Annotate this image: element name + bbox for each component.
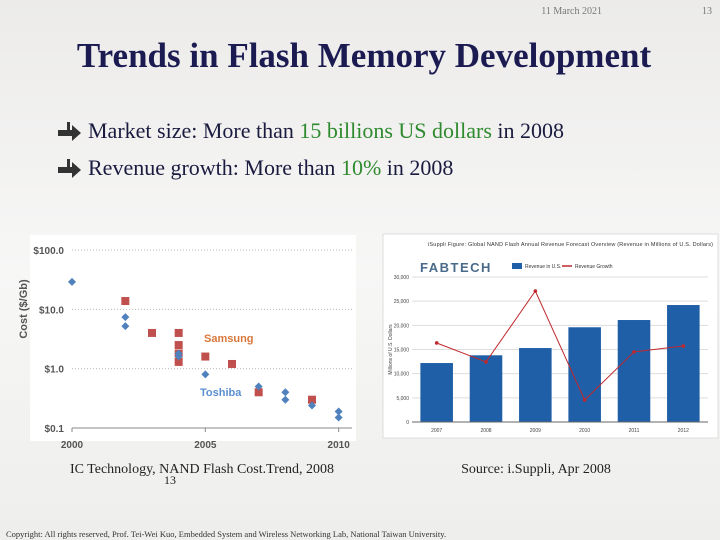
x-tick-label: 2010: [579, 428, 590, 434]
point: [308, 401, 316, 410]
x-tick-label: 2007: [431, 428, 442, 434]
growth-point: [632, 350, 636, 354]
footer: Copyright: All rights reserved, Prof. Te…: [6, 529, 446, 539]
y-tick-label: 0: [406, 420, 409, 426]
legend-swatch: [512, 263, 522, 269]
bullet-icon: [58, 162, 81, 178]
bar: [420, 363, 453, 422]
x-tick-label: 2005: [194, 440, 217, 451]
growth-point: [582, 398, 587, 402]
point: [281, 388, 290, 397]
y-tick-label: 30,000: [394, 275, 410, 281]
point: [254, 382, 263, 391]
x-tick-label: 2011: [629, 428, 640, 434]
bullet-text: Revenue growth: More than 10% in 2008: [88, 155, 453, 180]
figure-title: iSuppli Figure: Global NAND Flash Annual…: [428, 242, 713, 248]
caption-right: Source: i.Suppli, Apr 2008: [461, 462, 611, 477]
logo: FABTECH: [420, 260, 492, 275]
y-axis-label: Cost ($/Gb): [18, 279, 30, 339]
bar: [519, 348, 552, 422]
y-axis-label: Millions of U.S. Dollars: [388, 324, 394, 375]
bullet-segment: 15 billions US dollars: [299, 118, 492, 143]
point: [334, 407, 343, 416]
y-tick-label: 5,000: [396, 396, 409, 402]
bullet-segment: in 2008: [381, 155, 453, 180]
x-tick-label: 2000: [61, 440, 84, 451]
y-tick-label: $0.1: [45, 424, 65, 435]
bullet-list: Market size: More than 15 billions US do…: [58, 118, 564, 180]
series-label: Samsung: [204, 333, 254, 345]
series-label: Toshiba: [200, 387, 242, 399]
bar: [469, 355, 503, 422]
point: [68, 277, 76, 286]
bullet-segment: 10%: [341, 155, 381, 180]
growth-line: [436, 290, 684, 401]
point: [148, 328, 156, 337]
x-tick-label: 2009: [530, 428, 541, 434]
y-tick-label: $100.0: [33, 246, 64, 257]
y-tick-label: $1.0: [45, 365, 65, 376]
bullet-icon-bar: [67, 122, 70, 132]
bullet-segment: Market size: More than: [88, 118, 299, 143]
point: [228, 359, 236, 368]
y-tick-label: 20,000: [394, 323, 410, 329]
bullet-icon: [58, 125, 81, 141]
growth-point: [434, 341, 439, 345]
revenue-chart: iSuppli Figure: Global NAND Flash Annual…: [388, 242, 713, 434]
point: [201, 370, 210, 379]
slide-title: Trends in Flash Memory Development: [77, 36, 652, 75]
figure-left-frame: [30, 235, 356, 441]
x-tick-label: 2010: [328, 440, 351, 451]
x-tick-label: 2012: [678, 428, 689, 434]
legend-label: Revenue in U.S.: [525, 264, 561, 270]
y-tick-label: 10,000: [394, 372, 410, 378]
bar: [667, 305, 700, 422]
point: [174, 328, 183, 337]
date: 11 March 2021: [541, 6, 602, 17]
legend-label: Revenue Growth: [575, 264, 613, 270]
point: [121, 322, 130, 331]
y-tick-label: 15,000: [394, 348, 410, 354]
point: [281, 395, 290, 404]
y-tick-label: 25,000: [394, 299, 410, 305]
cost-chart: $100.0 $10.0 $1.0 $0.1 2000 2005 2010 Cost ($/G…: [18, 246, 352, 451]
growth-point: [681, 344, 686, 348]
bullet-segment: Revenue growth: More than: [88, 155, 341, 180]
point: [334, 413, 343, 422]
point: [174, 341, 183, 350]
x-tick-label: 2008: [480, 428, 491, 434]
bullet-icon-bar: [67, 159, 70, 169]
page-mark: 13: [164, 473, 176, 487]
bullet-text: Market size: More than 15 billions US do…: [88, 118, 564, 143]
caption-left: IC Technology, NAND Flash Cost.Trend, 20…: [70, 462, 334, 477]
point: [121, 313, 130, 322]
point: [308, 395, 316, 404]
point: [121, 297, 130, 306]
bar: [617, 320, 651, 422]
y-tick-label: $10.0: [39, 305, 64, 316]
point: [254, 388, 263, 397]
point: [174, 357, 183, 366]
bar: [568, 327, 601, 422]
growth-point: [533, 289, 538, 293]
point: [201, 352, 210, 361]
point: [174, 352, 183, 361]
bullet-segment: in 2008: [492, 118, 564, 143]
growth-point: [484, 360, 488, 364]
page-number: 13: [702, 6, 712, 17]
